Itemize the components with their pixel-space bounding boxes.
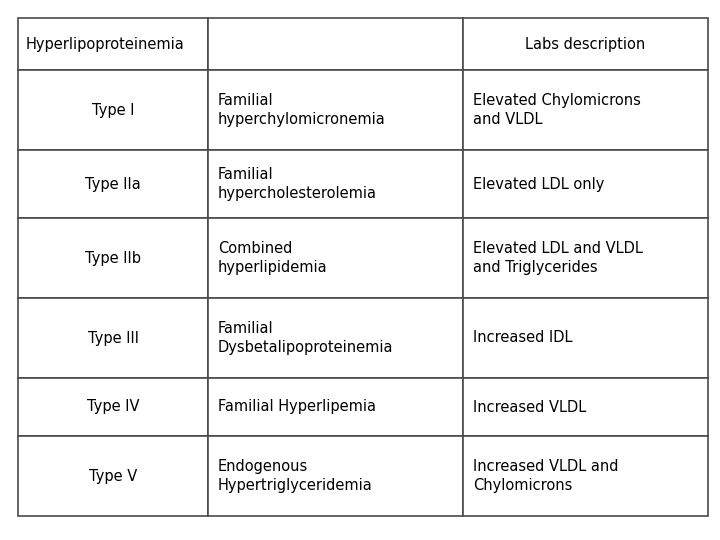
Text: Type IIb: Type IIb <box>85 251 141 266</box>
Bar <box>463 218 708 298</box>
Bar <box>18 18 208 70</box>
Bar <box>463 436 708 516</box>
Text: Type IIa: Type IIa <box>85 177 141 192</box>
Text: Elevated LDL and VLDL
and Triglycerides: Elevated LDL and VLDL and Triglycerides <box>473 241 643 275</box>
Text: Labs description: Labs description <box>526 37 646 51</box>
Bar <box>18 150 208 218</box>
Bar <box>18 218 208 298</box>
Text: Hyperlipoproteinemia: Hyperlipoproteinemia <box>26 37 185 51</box>
Bar <box>18 436 208 516</box>
Bar <box>208 70 463 150</box>
Text: Type III: Type III <box>88 330 138 346</box>
Text: Familial
Dysbetalipoproteinemia: Familial Dysbetalipoproteinemia <box>218 321 394 355</box>
Bar <box>463 150 708 218</box>
Text: Elevated Chylomicrons
and VLDL: Elevated Chylomicrons and VLDL <box>473 93 641 127</box>
Text: Familial
hyperchylomicronemia: Familial hyperchylomicronemia <box>218 93 386 127</box>
Bar <box>208 18 463 70</box>
Bar <box>18 70 208 150</box>
Text: Endogenous
Hypertriglyceridemia: Endogenous Hypertriglyceridemia <box>218 459 373 493</box>
Text: Familial Hyperlipemia: Familial Hyperlipemia <box>218 400 376 415</box>
Bar <box>463 18 708 70</box>
Bar <box>208 378 463 436</box>
Text: Type IV: Type IV <box>86 400 139 415</box>
Bar <box>208 298 463 378</box>
Text: Combined
hyperlipidemia: Combined hyperlipidemia <box>218 241 328 275</box>
Bar <box>208 218 463 298</box>
Bar <box>463 378 708 436</box>
Text: Increased VLDL: Increased VLDL <box>473 400 586 415</box>
Text: Type I: Type I <box>91 103 134 118</box>
Bar <box>18 298 208 378</box>
Bar <box>208 150 463 218</box>
Text: Type V: Type V <box>89 469 137 483</box>
Bar <box>18 378 208 436</box>
Text: Familial
hypercholesterolemia: Familial hypercholesterolemia <box>218 167 377 201</box>
Text: Increased VLDL and
Chylomicrons: Increased VLDL and Chylomicrons <box>473 459 618 493</box>
Bar <box>463 298 708 378</box>
Bar <box>463 70 708 150</box>
Text: Increased IDL: Increased IDL <box>473 330 572 346</box>
Text: Elevated LDL only: Elevated LDL only <box>473 177 604 192</box>
Bar <box>208 436 463 516</box>
